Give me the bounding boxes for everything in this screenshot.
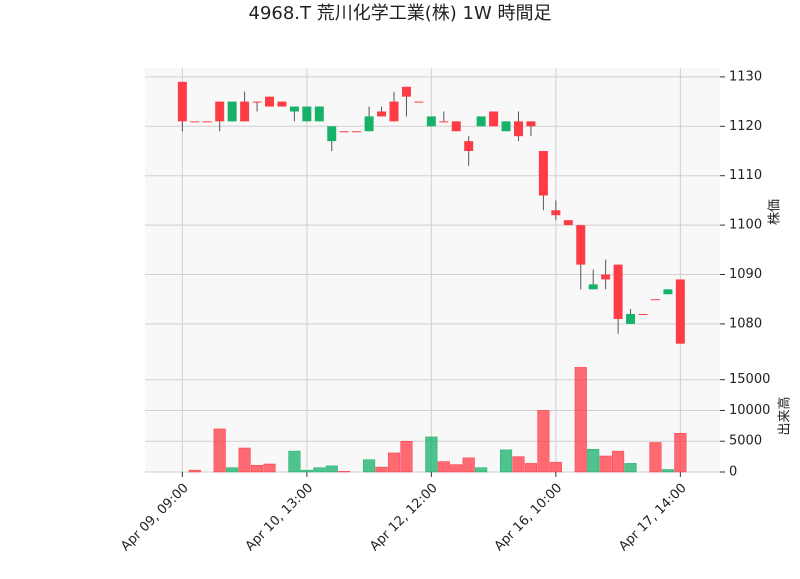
candle-body (626, 314, 636, 324)
candle-body (265, 96, 274, 107)
y-tick-label: 1080 (729, 316, 762, 331)
candle-body (177, 81, 187, 122)
volume-bar (500, 449, 513, 473)
volume-bar (674, 432, 687, 473)
volume-bar (437, 461, 450, 473)
volume-bar (649, 442, 662, 473)
x-tick-label: Apr 16, 10:00 (492, 481, 565, 554)
candle-body (638, 314, 648, 316)
candle-body (613, 264, 623, 319)
candle-body (489, 111, 499, 127)
y-tick-label: 1120 (729, 119, 762, 134)
volume-bar (325, 465, 338, 473)
chart-title: 4968.T 荒川化学工業(株) 1W 時間足 (249, 3, 552, 24)
candle-body (314, 106, 324, 122)
candle-body (588, 284, 598, 290)
candle-body (227, 101, 237, 122)
volume-bar (475, 467, 488, 473)
y2-tick-label: 10000 (729, 403, 770, 418)
volume-bar (450, 464, 463, 473)
volume-bar (363, 459, 376, 473)
candle-body (551, 210, 561, 216)
x-tick-label: Apr 17, 14:00 (616, 481, 689, 554)
volume-bar (375, 466, 388, 473)
volume-bar (300, 469, 313, 473)
volume-bar (263, 463, 276, 473)
candle-body (252, 101, 262, 103)
candle-body (601, 274, 611, 280)
candle-body (576, 225, 586, 265)
volume-bar (338, 471, 351, 473)
candle-body (414, 101, 424, 103)
x-tick-label: Apr 09, 09:00 (118, 481, 191, 554)
candle-body (240, 101, 250, 122)
candle-body (352, 131, 362, 133)
candle-body (538, 150, 548, 196)
y-tick-label: 1090 (729, 267, 762, 282)
candle-body (289, 106, 299, 112)
candle-body (377, 111, 387, 117)
candle-body (426, 116, 436, 127)
volume-bar (574, 367, 587, 473)
y-tick-label: 1130 (729, 69, 762, 84)
volume-bar (537, 410, 550, 473)
candle-body (389, 101, 399, 122)
candle-body (514, 121, 523, 137)
volume-bar (251, 464, 264, 473)
volume-bar (549, 461, 562, 473)
candle-body (401, 86, 411, 97)
candle-body (215, 101, 225, 122)
candle-body (202, 121, 212, 123)
y-tick-label: 1100 (729, 218, 762, 233)
candle-body (339, 131, 349, 133)
candle-body (302, 106, 312, 122)
x-tick-label: Apr 10, 13:00 (243, 481, 316, 554)
volume-bar (188, 469, 201, 473)
volume-bar (213, 428, 226, 473)
y-axis-label: 株価 (768, 199, 783, 225)
plot-background (145, 68, 720, 472)
volume-bar (512, 456, 525, 473)
candle-body (439, 121, 449, 123)
volume-bar (599, 455, 612, 473)
y2-axis-label: 出来高 (777, 396, 793, 435)
candle-body (663, 289, 673, 295)
y2-tick-label: 0 (729, 465, 737, 480)
y2-tick-label: 15000 (729, 372, 770, 387)
volume-bar (400, 440, 413, 473)
volume-bar (425, 436, 438, 473)
candle-body (190, 121, 200, 123)
candle-body (476, 116, 486, 127)
volume-bar (288, 450, 301, 473)
candle-body (526, 121, 536, 127)
volume-bar (624, 463, 637, 473)
candle-body (364, 116, 374, 132)
x-tick-label: Apr 12, 12:00 (367, 481, 440, 554)
volume-bar (462, 457, 475, 473)
candle-body (501, 121, 511, 132)
candle-body (675, 279, 685, 344)
candle-body (650, 299, 660, 301)
candle-body (451, 121, 461, 132)
volume-bar (238, 447, 251, 473)
volume-bar (612, 450, 625, 473)
y2-tick-label: 5000 (729, 434, 762, 449)
candle-body (327, 126, 337, 142)
candle-body (563, 220, 573, 226)
candle-body (277, 101, 287, 107)
volume-bar (587, 448, 600, 473)
volume-bar (661, 469, 674, 473)
candle-body (464, 141, 474, 151)
volume-bar (313, 467, 326, 473)
volume-bar (387, 452, 401, 473)
volume-bar (524, 463, 538, 473)
y-tick-label: 1110 (729, 168, 762, 183)
volume-bar (226, 467, 239, 473)
